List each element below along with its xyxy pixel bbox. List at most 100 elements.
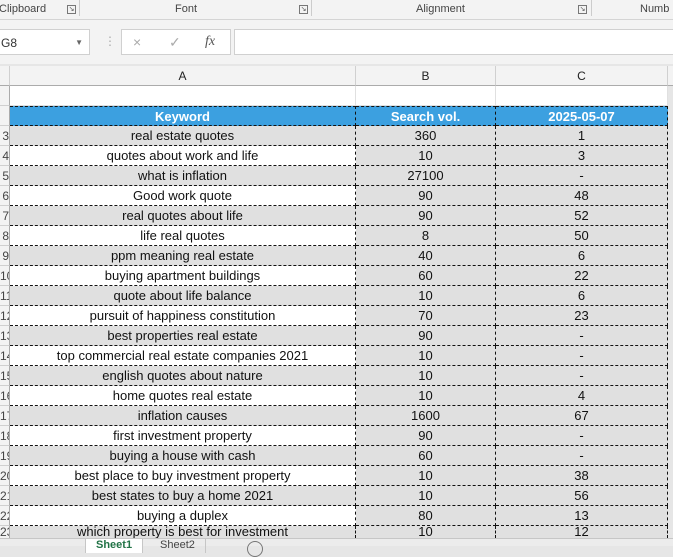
cell-keyword[interactable]: real quotes about life	[10, 206, 356, 226]
row-header[interactable]: 6	[0, 186, 10, 206]
chevron-down-icon[interactable]: ▼	[75, 38, 83, 47]
row-header[interactable]: 18	[0, 426, 10, 446]
cell-search-volume[interactable]: 90	[356, 326, 496, 346]
cell-search-volume[interactable]: 10	[356, 346, 496, 366]
cell-search-volume[interactable]: 60	[356, 266, 496, 286]
row-header[interactable]	[0, 86, 10, 106]
select-all-button[interactable]	[0, 66, 10, 86]
cell-keyword[interactable]: best properties real estate	[10, 326, 356, 346]
cell-search-volume[interactable]: 8	[356, 226, 496, 246]
cell-search-volume[interactable]: 90	[356, 206, 496, 226]
cell-rank[interactable]: 38	[496, 466, 668, 486]
cell-rank[interactable]: 23	[496, 306, 668, 326]
row-header[interactable]: 8	[0, 226, 10, 246]
cell-rank[interactable]: 52	[496, 206, 668, 226]
cell-search-volume[interactable]: 10	[356, 146, 496, 166]
cell-search-volume[interactable]: 80	[356, 506, 496, 526]
cell-search-volume[interactable]: 27100	[356, 166, 496, 186]
cell-keyword[interactable]: best place to buy investment property	[10, 466, 356, 486]
row-header[interactable]: 17	[0, 406, 10, 426]
row-header[interactable]: 12	[0, 306, 10, 326]
cell-rank[interactable]: 1	[496, 126, 668, 146]
cell-rank[interactable]: -	[496, 326, 668, 346]
row-header[interactable]: 5	[0, 166, 10, 186]
cell-keyword[interactable]: buying a house with cash	[10, 446, 356, 466]
name-box[interactable]: G8 ▼	[0, 29, 90, 55]
cell-rank[interactable]: -	[496, 346, 668, 366]
enter-icon[interactable]: ✓	[169, 34, 181, 50]
cell-rank[interactable]: 48	[496, 186, 668, 206]
cell-rank[interactable]: 6	[496, 246, 668, 266]
cell-rank[interactable]: 50	[496, 226, 668, 246]
cell-search-volume[interactable]: 90	[356, 426, 496, 446]
cell[interactable]	[356, 86, 496, 106]
column-header-a[interactable]: A	[10, 66, 356, 86]
cell-search-volume[interactable]: 10	[356, 486, 496, 506]
insert-function-icon[interactable]: fx	[205, 34, 216, 49]
cell-keyword[interactable]: best states to buy a home 2021	[10, 486, 356, 506]
drag-handle-icon[interactable]: ⋮	[104, 34, 116, 48]
row-header[interactable]: 20	[0, 466, 10, 486]
column-header-b[interactable]: B	[356, 66, 496, 86]
cell-search-volume[interactable]: 10	[356, 386, 496, 406]
cell-search-volume[interactable]: 10	[356, 286, 496, 306]
cell-keyword[interactable]: Good work quote	[10, 186, 356, 206]
cell-search-volume[interactable]: 1600	[356, 406, 496, 426]
sheet-tab-1[interactable]: Sheet1	[85, 539, 144, 553]
cell-search-volume[interactable]: 70	[356, 306, 496, 326]
cell-keyword[interactable]: ppm meaning real estate	[10, 246, 356, 266]
row-header[interactable]: 23	[0, 526, 10, 538]
cell-rank[interactable]: -	[496, 446, 668, 466]
cell-keyword[interactable]: quote about life balance	[10, 286, 356, 306]
cell-rank[interactable]: -	[496, 366, 668, 386]
cell-rank[interactable]: 4	[496, 386, 668, 406]
cell-keyword[interactable]: life real quotes	[10, 226, 356, 246]
column-header-c[interactable]: C	[496, 66, 668, 86]
cell-rank[interactable]: 6	[496, 286, 668, 306]
cell-keyword[interactable]: quotes about work and life	[10, 146, 356, 166]
cell-search-volume[interactable]: 90	[356, 186, 496, 206]
cell-keyword[interactable]: first investment property	[10, 426, 356, 446]
header-search-volume[interactable]: Search vol.	[356, 106, 496, 126]
cell-keyword[interactable]: buying a duplex	[10, 506, 356, 526]
cell-keyword[interactable]: buying apartment buildings	[10, 266, 356, 286]
cell-rank[interactable]: -	[496, 166, 668, 186]
cell-keyword[interactable]: home quotes real estate	[10, 386, 356, 406]
cell-keyword[interactable]: inflation causes	[10, 406, 356, 426]
cell-rank[interactable]: 13	[496, 506, 668, 526]
row-header[interactable]: 13	[0, 326, 10, 346]
row-header[interactable]: 16	[0, 386, 10, 406]
formula-input[interactable]	[234, 29, 673, 55]
cell-rank[interactable]: 22	[496, 266, 668, 286]
cell-keyword[interactable]: real estate quotes	[10, 126, 356, 146]
cell-search-volume[interactable]: 10	[356, 526, 496, 538]
clipboard-launcher-icon[interactable]: ↘	[67, 5, 76, 14]
row-header[interactable]: 21	[0, 486, 10, 506]
row-header[interactable]: 22	[0, 506, 10, 526]
cell-keyword[interactable]: english quotes about nature	[10, 366, 356, 386]
cell-keyword[interactable]: top commercial real estate companies 202…	[10, 346, 356, 366]
cell-search-volume[interactable]: 10	[356, 466, 496, 486]
cell-rank[interactable]: 67	[496, 406, 668, 426]
font-launcher-icon[interactable]: ↘	[299, 5, 308, 14]
row-header[interactable]: 11	[0, 286, 10, 306]
row-header[interactable]: 9	[0, 246, 10, 266]
cell-rank[interactable]: 3	[496, 146, 668, 166]
column-header-d[interactable]	[668, 66, 673, 86]
cell-rank[interactable]: 56	[496, 486, 668, 506]
row-header[interactable]: 15	[0, 366, 10, 386]
cell-search-volume[interactable]: 10	[356, 366, 496, 386]
row-header[interactable]: 7	[0, 206, 10, 226]
add-sheet-icon[interactable]	[247, 541, 263, 557]
header-date[interactable]: 2025-05-07	[496, 106, 668, 126]
row-header[interactable]: 3	[0, 126, 10, 146]
row-header[interactable]: 14	[0, 346, 10, 366]
cell[interactable]	[496, 86, 668, 106]
cell-rank[interactable]: -	[496, 426, 668, 446]
alignment-launcher-icon[interactable]: ↘	[578, 5, 587, 14]
cell[interactable]	[10, 86, 356, 106]
cancel-icon[interactable]: ×	[133, 34, 142, 50]
cell-rank[interactable]: 12	[496, 526, 668, 538]
cell-keyword[interactable]: pursuit of happiness constitution	[10, 306, 356, 326]
row-header[interactable]	[0, 106, 10, 126]
